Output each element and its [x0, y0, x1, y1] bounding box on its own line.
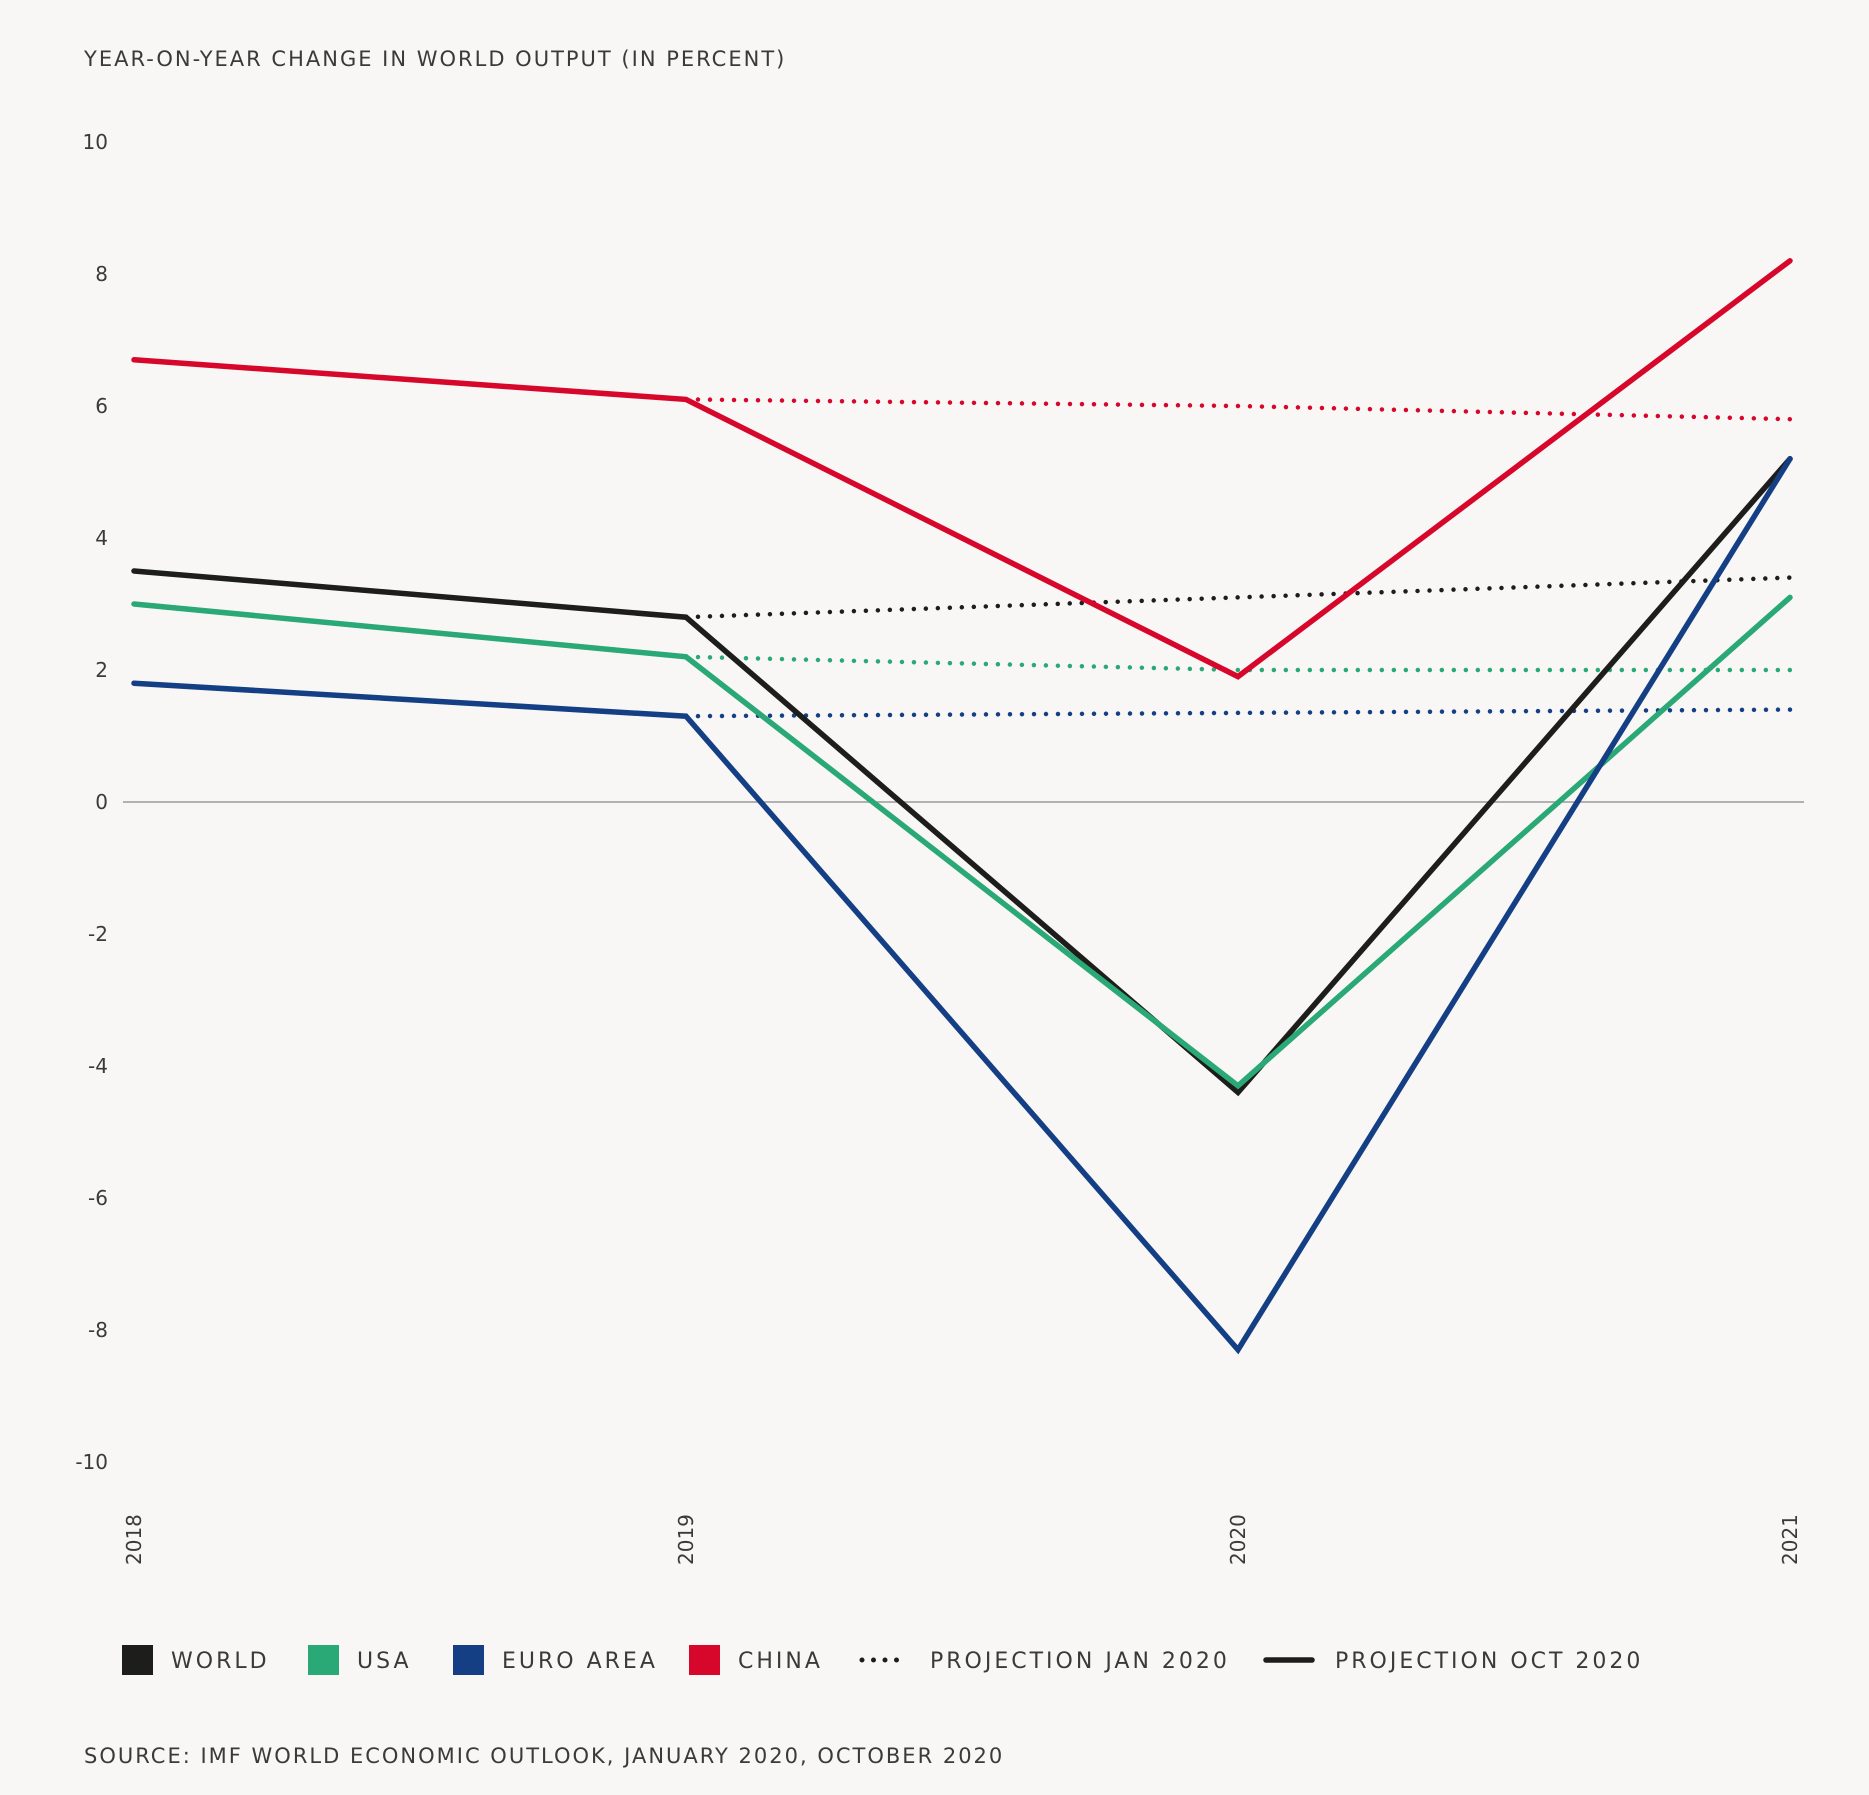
legend-swatch — [453, 1645, 484, 1675]
euro-area-projection-jan-2020-line — [683, 707, 1793, 719]
source-note: SOURCE: IMF WORLD ECONOMIC OUTLOOK, JANU… — [84, 1744, 1004, 1768]
x-tick-label: 2018 — [122, 1514, 146, 1565]
y-tick-label: 0 — [95, 790, 108, 814]
y-tick-label: -10 — [75, 1450, 108, 1474]
y-axis-tick-labels: 10 8 6 4 2 0 -2 -4 -6 -8 -10 — [75, 130, 108, 1474]
y-tick-label: 2 — [95, 658, 108, 682]
y-tick-label: -4 — [88, 1054, 108, 1078]
usa-projection-jan-2020-line — [683, 654, 1793, 673]
legend-swatch — [689, 1645, 720, 1675]
world-projection-oct-2020-line — [131, 456, 1793, 1097]
legend-label: EURO AREA — [502, 1649, 658, 1674]
chart-title: YEAR-ON-YEAR CHANGE IN WORLD OUTPUT (IN … — [83, 47, 786, 71]
legend-item-china: CHINA — [689, 1645, 823, 1675]
legend: WORLD USA EURO AREA CHINA PROJECTION JAN 202… — [122, 1645, 1643, 1675]
legend-label: PROJECTION JAN 2020 — [930, 1649, 1230, 1674]
legend-item-euro-area: EURO AREA — [453, 1645, 658, 1675]
y-tick-label: -8 — [88, 1318, 108, 1342]
legend-label: WORLD — [171, 1649, 270, 1674]
y-tick-label: 4 — [95, 526, 108, 550]
usa-projection-oct-2020-line — [131, 594, 1793, 1090]
legend-item-projection-oct-2020: PROJECTION OCT 2020 — [1263, 1649, 1643, 1674]
china-projection-jan-2020-line — [683, 397, 1793, 422]
series-lines — [131, 258, 1793, 1355]
legend-item-usa: USA — [308, 1645, 412, 1675]
euro-area-projection-oct-2020-line — [131, 456, 1793, 1355]
legend-label: PROJECTION OCT 2020 — [1335, 1649, 1643, 1674]
legend-item-projection-jan-2020: PROJECTION JAN 2020 — [859, 1649, 1230, 1674]
legend-item-world: WORLD — [122, 1645, 270, 1675]
x-tick-label: 2021 — [1778, 1514, 1802, 1565]
y-tick-label: 8 — [95, 262, 108, 286]
y-tick-label: -6 — [88, 1186, 108, 1210]
x-tick-label: 2020 — [1226, 1514, 1250, 1565]
legend-label: USA — [357, 1649, 412, 1674]
legend-swatch — [308, 1645, 339, 1675]
china-projection-oct-2020-line — [131, 258, 1793, 680]
y-tick-label: 10 — [83, 130, 108, 154]
legend-swatch — [122, 1645, 153, 1675]
x-axis-tick-labels: 2018 2019 2020 2021 — [122, 1514, 1802, 1565]
y-tick-label: -2 — [88, 922, 108, 946]
legend-label: CHINA — [738, 1649, 823, 1674]
x-tick-label: 2019 — [674, 1514, 698, 1565]
y-tick-label: 6 — [95, 394, 108, 418]
world-projection-jan-2020-line — [683, 575, 1793, 620]
